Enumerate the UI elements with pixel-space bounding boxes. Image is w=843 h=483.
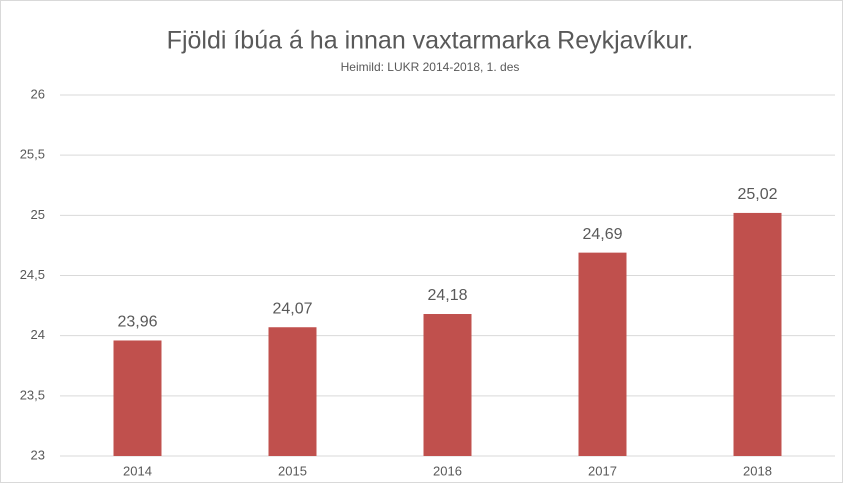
bar	[578, 252, 627, 456]
value-label: 24,07	[272, 300, 312, 317]
value-label: 23,96	[117, 314, 157, 331]
y-tick-label: 25	[31, 207, 45, 222]
y-tick-label: 25,5	[20, 147, 45, 162]
value-label: 24,18	[427, 287, 467, 304]
bar	[423, 314, 472, 456]
x-tick-label: 2017	[588, 463, 617, 478]
bar	[733, 212, 782, 456]
value-label: 24,69	[582, 226, 622, 243]
x-tick-label: 2016	[433, 463, 462, 478]
chart-subtitle: Heimild: LUKR 2014-2018, 1. des	[341, 60, 520, 74]
bar	[268, 327, 317, 456]
y-tick-label: 23	[31, 447, 45, 462]
x-tick-label: 2018	[743, 463, 772, 478]
y-tick-label: 24,5	[20, 267, 45, 282]
y-tick-label: 26	[31, 86, 45, 101]
x-tick-label: 2015	[278, 463, 307, 478]
y-tick-label: 24	[31, 327, 45, 342]
bar	[113, 340, 162, 456]
value-label: 25,02	[737, 186, 777, 203]
y-tick-label: 23,5	[20, 387, 45, 402]
chart-title: Fjöldi íbúa á ha innan vaxtarmarka Reykj…	[167, 27, 694, 55]
x-tick-label: 2014	[123, 463, 152, 478]
